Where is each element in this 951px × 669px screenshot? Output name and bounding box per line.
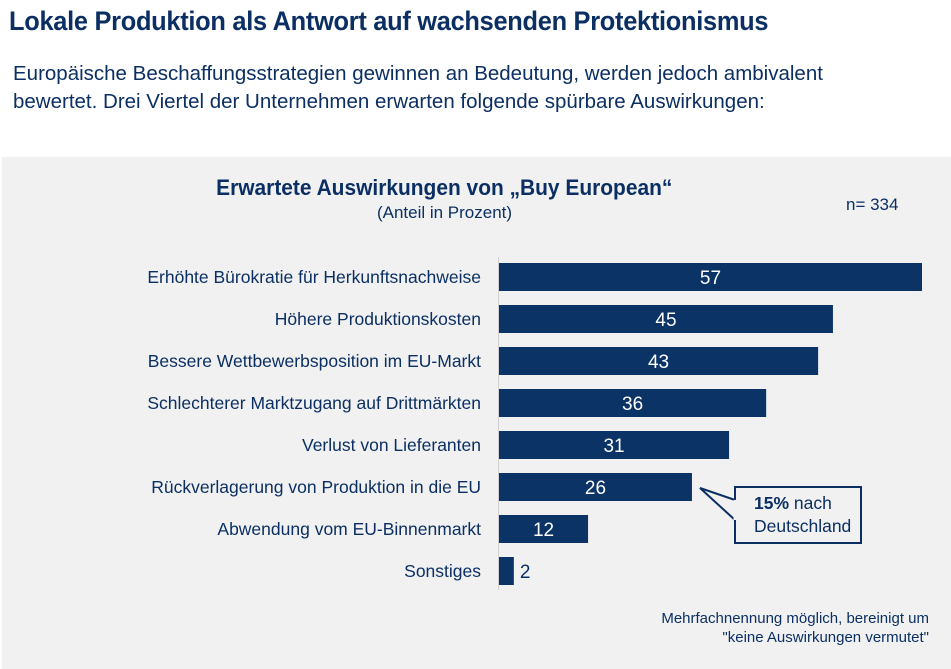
callout-bold-value: 15% [754, 493, 790, 513]
bar-group: Verlust von Lieferanten 31 [302, 431, 730, 459]
chart-panel [2, 157, 951, 669]
bar [499, 515, 589, 543]
bar-group: Sonstiges 2 [404, 557, 530, 585]
bar-group: Erhöhte Bürokratie für Herkunftsnachweis… [147, 263, 922, 291]
chart-subtitle: (Anteil in Prozent) [376, 203, 513, 222]
callout-text: nach [789, 493, 832, 513]
footnote-line-2: "keine Auswirkungen vermutet" [722, 629, 929, 646]
page-title: Lokale Produktion als Antwort auf wachse… [9, 6, 769, 36]
category-label: Verlust von Lieferanten [302, 435, 481, 455]
value-label: 2 [520, 562, 531, 583]
bar [499, 473, 692, 501]
category-label: Abwendung vom EU-Binnenmarkt [217, 519, 481, 539]
value-label: 36 [622, 394, 643, 415]
value-label: 45 [655, 310, 676, 331]
callout-pointer [699, 487, 736, 523]
value-label: 43 [648, 352, 669, 373]
chart-title: Erwartete Auswirkungen von „Buy European… [216, 175, 673, 200]
bar [499, 431, 730, 459]
category-label: Höhere Produktionskosten [275, 309, 481, 329]
intro-line-2: bewertet. Drei Viertel der Unternehmen e… [13, 90, 765, 113]
category-label: Schlechterer Marktzugang auf Drittmärkte… [147, 393, 481, 413]
footnote-line-1: Mehrfachnennung möglich, bereinigt um [661, 610, 929, 627]
category-label: Erhöhte Bürokratie für Herkunftsnachweis… [147, 267, 481, 287]
bar [499, 389, 767, 417]
category-label: Rückverlagerung von Produktion in die EU [151, 477, 481, 497]
callout-line2: Deutschland [754, 516, 852, 536]
bar-group: Höhere Produktionskosten 45 [275, 305, 833, 333]
sample-size: n= 334 [846, 195, 899, 214]
bar-group: Rückverlagerung von Produktion in die EU… [151, 473, 692, 501]
bar-group: Schlechterer Marktzugang auf Drittmärkte… [147, 389, 767, 417]
intro-line-1: Europäische Beschaffungsstrategien gewin… [13, 62, 823, 85]
value-label: 12 [533, 520, 554, 541]
bar [499, 347, 819, 375]
bar [499, 305, 833, 333]
bar [499, 557, 514, 585]
chart-subtitle-wrap: (Anteil in Prozent) [0, 203, 951, 223]
callout-box: 15% nach Deutschland [734, 486, 862, 544]
bars-layer: Erhöhte Bürokratie für Herkunftsnachweis… [147, 263, 922, 585]
chart-title-wrap: Erwartete Auswirkungen von „Buy European… [0, 175, 951, 201]
bar-group: Bessere Wettbewerbsposition im EU-Markt 4… [148, 347, 819, 375]
value-label: 31 [603, 436, 624, 457]
bar [499, 263, 922, 291]
category-label: Sonstiges [404, 561, 481, 581]
footnote: Mehrfachnennung möglich, bereinigt um "k… [661, 609, 929, 647]
intro-text: Europäische Beschaffungsstrategien gewin… [13, 60, 823, 116]
value-label: 26 [585, 478, 606, 499]
bar-group: Abwendung vom EU-Binnenmarkt 12 [217, 515, 589, 543]
category-label: Bessere Wettbewerbsposition im EU-Markt [148, 351, 481, 371]
value-label: 57 [700, 268, 721, 289]
